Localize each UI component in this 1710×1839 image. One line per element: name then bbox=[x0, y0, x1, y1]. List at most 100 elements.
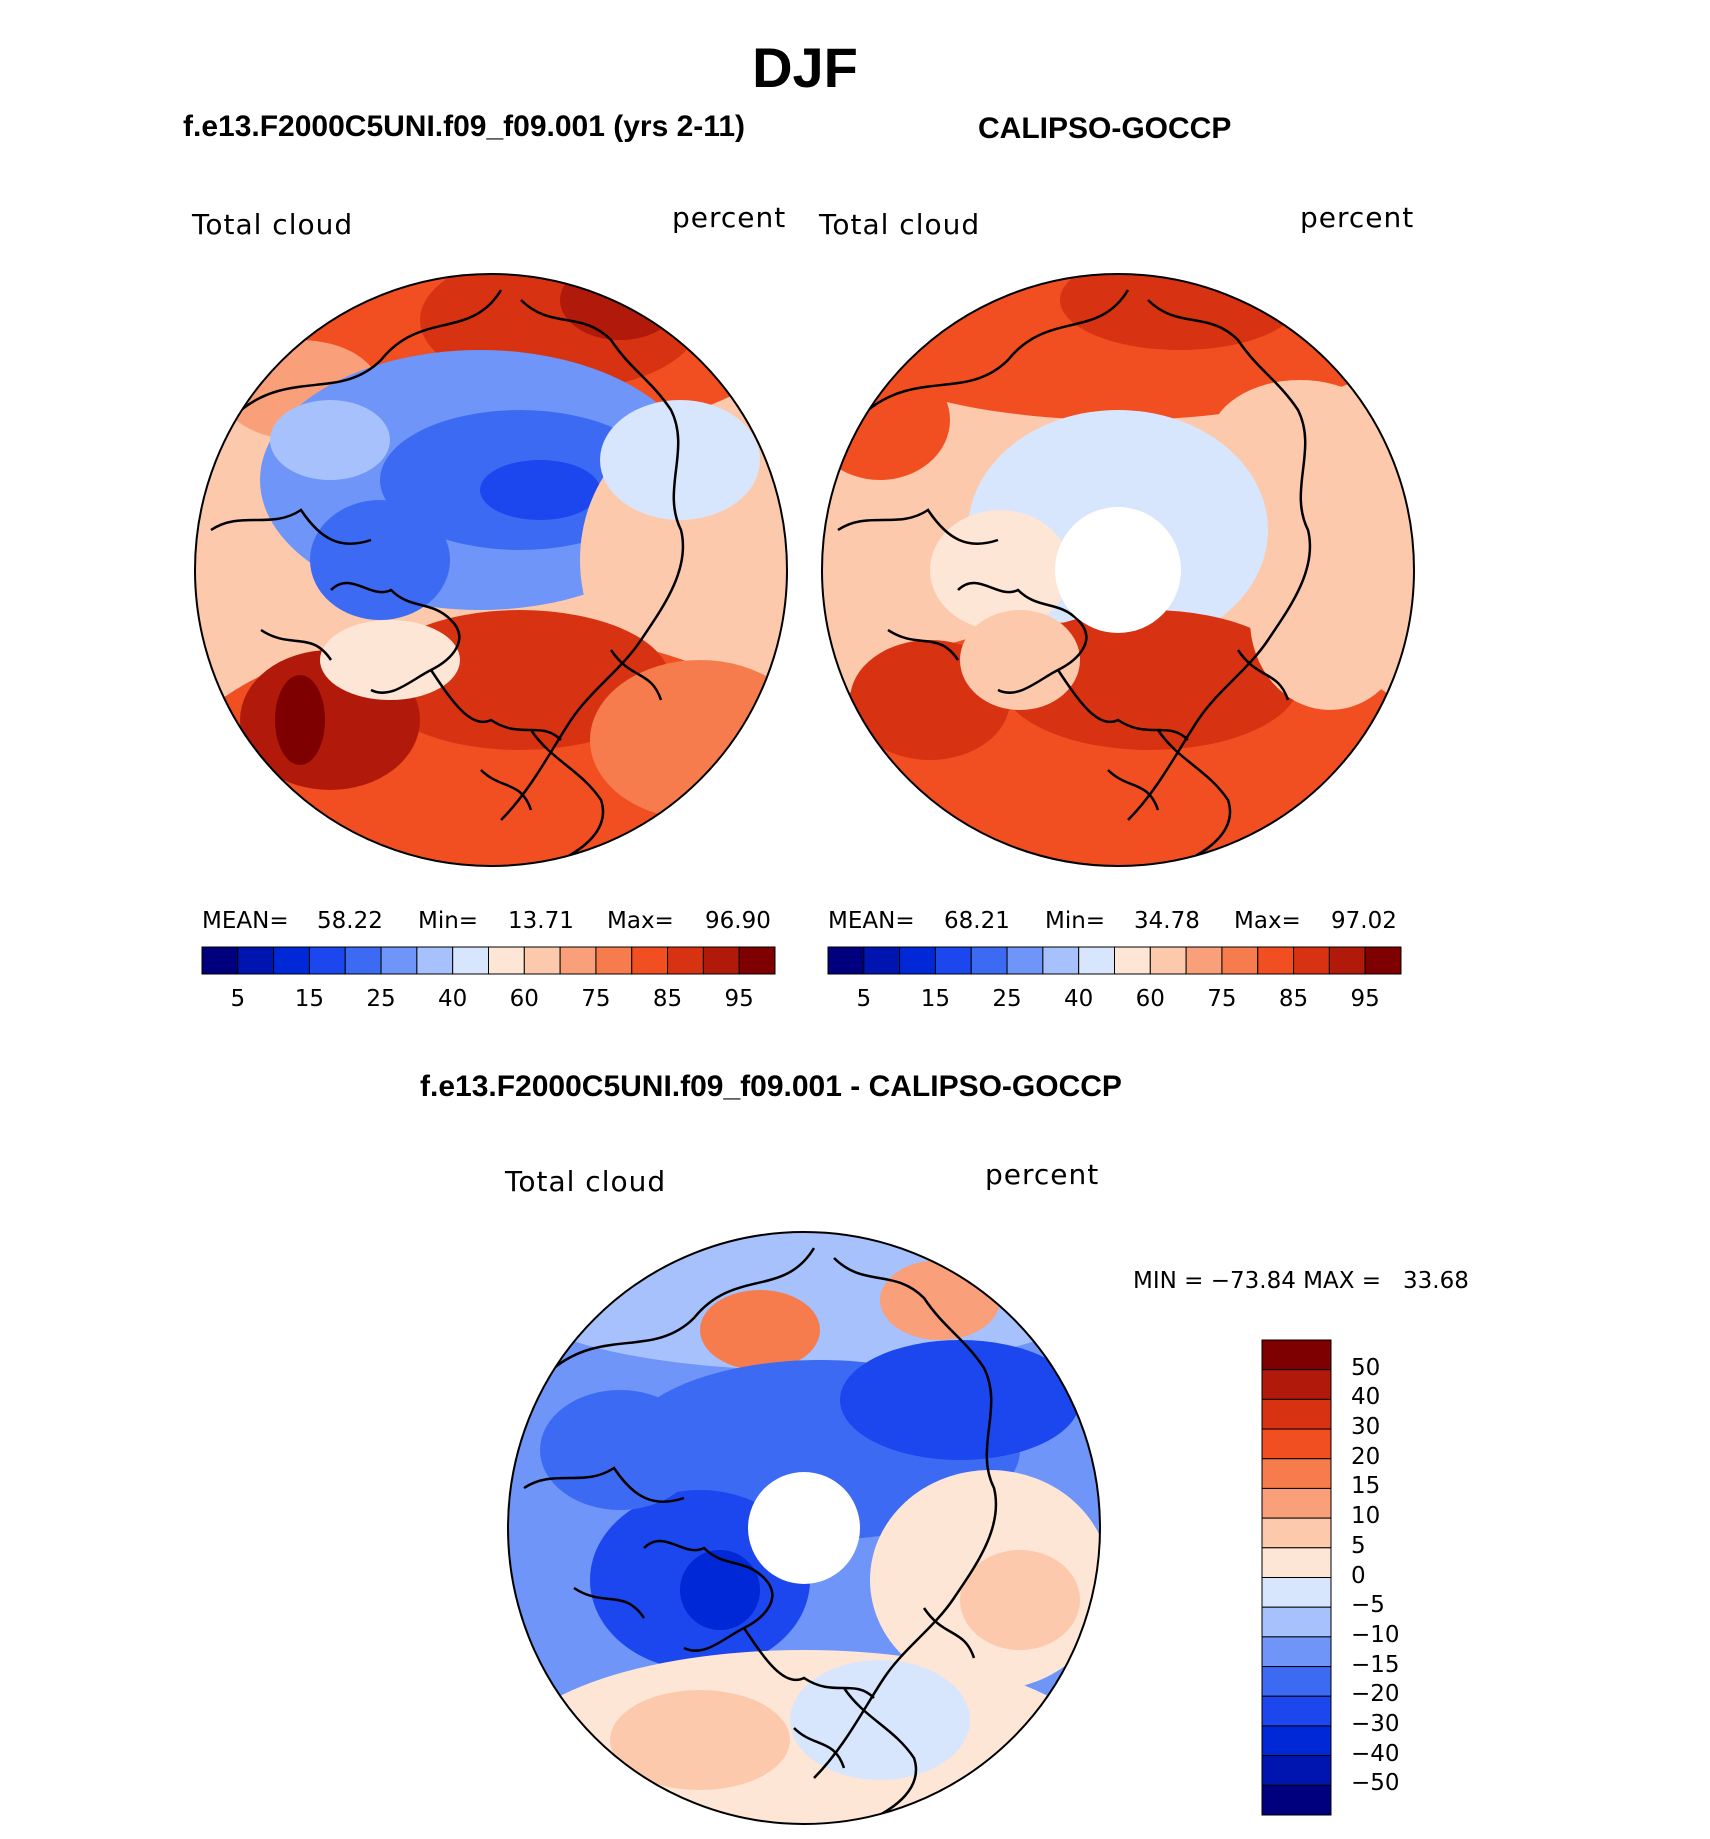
panel-2-max: 97.02 bbox=[1331, 908, 1397, 934]
panel-2-min: 34.78 bbox=[1134, 908, 1200, 934]
panel-1-colorbar-swatch bbox=[237, 946, 275, 975]
diff-panel-title: f.e13.F2000C5UNI.f09_f09.001 - CALIPSO-G… bbox=[420, 1070, 1122, 1103]
panel-1-colorbar-tick-label: 85 bbox=[652, 986, 683, 1012]
diff-colorbar-swatch bbox=[1261, 1666, 1332, 1697]
diff-colorbar-swatch bbox=[1261, 1577, 1332, 1608]
diff-colorbar-tick-label: −40 bbox=[1351, 1740, 1400, 1767]
panel-2-colorbar-swatch bbox=[1328, 946, 1366, 975]
panel-2-colorbar-swatch bbox=[827, 946, 865, 975]
panel-1-colorbar-swatch bbox=[416, 946, 454, 975]
diff-field-label: Total cloud bbox=[505, 1165, 667, 1198]
panel-2-max-label: Max= bbox=[1234, 908, 1301, 934]
panel-1-colorbar-swatch bbox=[201, 946, 239, 975]
diff-colorbar-swatch bbox=[1261, 1606, 1332, 1638]
diff-min-max: MIN = −73.84 MAX = 33.68 bbox=[1133, 1268, 1469, 1294]
panel-1-min: 13.71 bbox=[508, 908, 574, 934]
panel-2-mean-label: MEAN= bbox=[828, 908, 915, 934]
panel-2-colorbar-tick-label: 15 bbox=[920, 986, 951, 1012]
diff-colorbar-swatch bbox=[1261, 1755, 1332, 1786]
panel-1-colorbar-swatch bbox=[702, 946, 740, 975]
panel-1-colorbar-tick-label: 15 bbox=[294, 986, 325, 1012]
panel-1-colorbar-swatch bbox=[380, 946, 418, 975]
diff-colorbar-tick-label: −50 bbox=[1351, 1770, 1400, 1797]
panel-2-colorbar-swatch bbox=[1293, 946, 1330, 975]
panel-2-colorbar-swatch bbox=[1042, 946, 1080, 975]
diff-colorbar-tick-label: 15 bbox=[1351, 1473, 1381, 1500]
panel-2-min-label: Min= bbox=[1045, 908, 1106, 934]
panel-1-colorbar-tick-label: 60 bbox=[509, 986, 539, 1012]
panel-1-colorbar-tick-label: 75 bbox=[581, 986, 611, 1012]
diff-colorbar-tick-label: −10 bbox=[1351, 1621, 1400, 1648]
panel-1-mean-label: MEAN= bbox=[202, 908, 289, 934]
diff-colorbar-tick-label: 0 bbox=[1351, 1562, 1366, 1589]
panel-1-colorbar-swatch bbox=[738, 946, 776, 975]
panel-1-colorbar-tick-label: 25 bbox=[366, 986, 396, 1012]
diff-colorbar-swatch bbox=[1261, 1636, 1332, 1668]
diff-colorbar-tick-label: −5 bbox=[1351, 1592, 1385, 1619]
panel-1-colorbar-swatch bbox=[452, 946, 489, 975]
panel-1-colorbar-swatch bbox=[559, 946, 597, 975]
figure-title: DJF bbox=[752, 36, 858, 99]
panel-1-colorbar-swatch bbox=[631, 946, 669, 975]
panel-1-field-label: Total cloud bbox=[192, 208, 354, 241]
panel-2-colorbar-tick-label: 60 bbox=[1135, 986, 1165, 1012]
diff-map bbox=[507, 1231, 1101, 1825]
panel-2-colorbar-tick-label: 5 bbox=[856, 986, 872, 1012]
diff-colorbar-swatch bbox=[1261, 1398, 1332, 1430]
panel-2-colorbar-tick-label: 25 bbox=[992, 986, 1022, 1012]
diff-colorbar-swatch bbox=[1261, 1339, 1332, 1371]
panel-2-colorbar-swatch bbox=[1114, 946, 1151, 975]
diff-colorbar-swatch bbox=[1261, 1458, 1332, 1489]
diff-colorbar-swatch bbox=[1261, 1547, 1332, 1578]
panel-2-colorbar-swatch bbox=[970, 946, 1008, 975]
panel-2-colorbar-swatch bbox=[1221, 946, 1259, 975]
panel-2-colorbar-swatch bbox=[863, 946, 901, 975]
panel-1-colorbar bbox=[201, 946, 776, 975]
panel-2-map bbox=[821, 273, 1415, 867]
panel-2-colorbar-tick-label: 75 bbox=[1207, 986, 1237, 1012]
diff-colorbar-swatch bbox=[1261, 1695, 1332, 1727]
panel-1-colorbar-swatch bbox=[308, 946, 346, 975]
panel-2-colorbar bbox=[827, 946, 1402, 975]
panel-2-colorbar-swatch bbox=[1006, 946, 1044, 975]
diff-colorbar-tick-label: 20 bbox=[1351, 1443, 1381, 1470]
diff-units: percent bbox=[985, 1158, 1100, 1191]
diff-colorbar-tick-label: 30 bbox=[1351, 1414, 1381, 1441]
panel-1-map bbox=[194, 273, 788, 867]
diff-colorbar-tick-label: −15 bbox=[1351, 1651, 1400, 1678]
panel-2-colorbar-swatch bbox=[1185, 946, 1223, 975]
diff-colorbar-tick-label: 40 bbox=[1351, 1384, 1381, 1411]
panel-1-colorbar-tick-label: 95 bbox=[724, 986, 754, 1012]
panel-1-colorbar-swatch bbox=[273, 946, 310, 975]
panel-2-colorbar-swatch bbox=[1149, 946, 1187, 975]
panel-2-units: percent bbox=[1300, 201, 1415, 234]
panel-1-colorbar-swatch bbox=[344, 946, 382, 975]
panel-1-mean: 58.22 bbox=[317, 908, 383, 934]
diff-colorbar-swatch bbox=[1261, 1784, 1332, 1816]
panel-2-colorbar-tick-label: 95 bbox=[1350, 986, 1380, 1012]
diff-colorbar-tick-label: 10 bbox=[1351, 1503, 1381, 1530]
panel-2-colorbar-tick-label: 85 bbox=[1278, 986, 1309, 1012]
panel-2-field-label: Total cloud bbox=[819, 208, 981, 241]
panel-2-colorbar-tick-label: 40 bbox=[1064, 986, 1094, 1012]
panel-1-colorbar-tick-label: 40 bbox=[438, 986, 468, 1012]
diff-colorbar-tick-label: 50 bbox=[1351, 1354, 1381, 1381]
panel-1-units: percent bbox=[672, 201, 787, 234]
panel-1-min-label: Min= bbox=[418, 908, 479, 934]
diff-colorbar-tick-label: −20 bbox=[1351, 1681, 1400, 1708]
diff-colorbar-tick-label: −30 bbox=[1351, 1710, 1400, 1737]
panel-2-mean: 68.21 bbox=[944, 908, 1010, 934]
panel-1-max: 96.90 bbox=[705, 908, 771, 934]
panel-1-max-label: Max= bbox=[607, 908, 674, 934]
panel-2-colorbar-swatch bbox=[899, 946, 936, 975]
diff-colorbar-tick-label: 5 bbox=[1351, 1532, 1366, 1559]
panel-2-colorbar-swatch bbox=[1078, 946, 1115, 975]
diff-colorbar-swatch bbox=[1261, 1725, 1332, 1757]
diff-colorbar-swatch bbox=[1261, 1428, 1332, 1460]
diff-colorbar-swatch bbox=[1261, 1369, 1332, 1400]
panel-1-colorbar-swatch bbox=[523, 946, 561, 975]
panel-2-colorbar-swatch bbox=[1257, 946, 1295, 975]
panel-1-colorbar-swatch bbox=[667, 946, 704, 975]
panel-2-title: CALIPSO-GOCCP bbox=[978, 112, 1232, 145]
